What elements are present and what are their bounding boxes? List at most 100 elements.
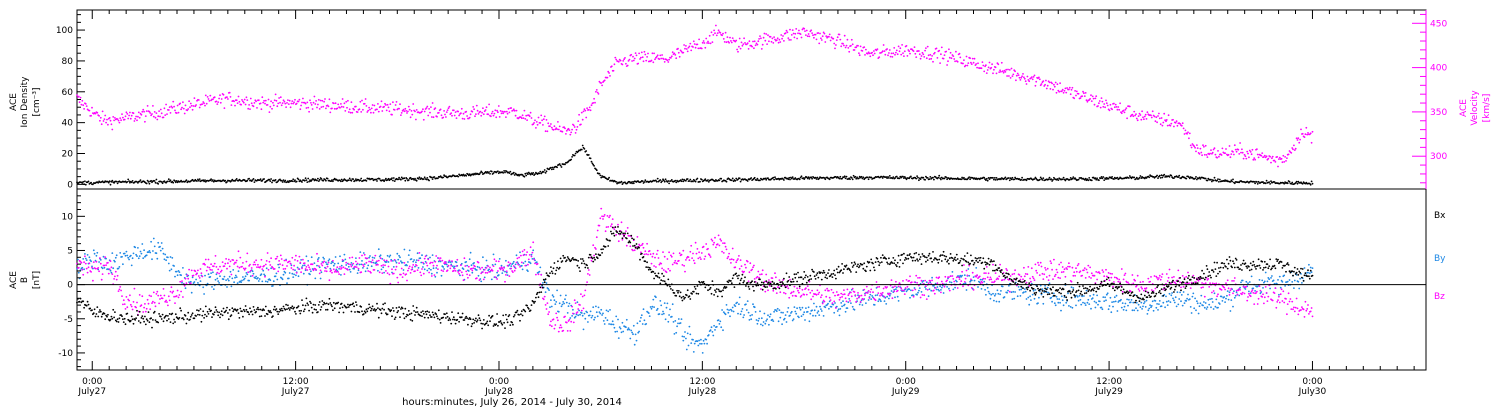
bz-point	[505, 274, 507, 276]
by-point	[679, 322, 682, 324]
by-point	[381, 258, 384, 260]
density-point	[916, 175, 918, 178]
velocity-point	[803, 27, 806, 30]
by-point	[796, 307, 798, 310]
velocity-point	[983, 70, 986, 73]
density-point	[858, 177, 860, 180]
velocity-point	[814, 33, 817, 36]
velocity-point	[455, 117, 458, 119]
bz-point	[629, 245, 632, 248]
bz-point	[266, 252, 269, 254]
density-point	[1148, 176, 1151, 179]
velocity-point	[1099, 106, 1102, 109]
by-point	[1105, 299, 1107, 302]
velocity-point	[782, 35, 784, 37]
bz-point	[381, 272, 384, 274]
density-point	[331, 179, 333, 181]
density-point	[1254, 182, 1256, 185]
bz-point	[557, 319, 559, 322]
velocity-point	[175, 112, 178, 114]
by-point	[140, 252, 143, 255]
bz-point	[461, 274, 464, 277]
velocity-point	[722, 32, 724, 35]
by-point	[227, 279, 230, 282]
velocity-point	[570, 131, 573, 134]
velocity-point	[811, 32, 813, 34]
velocity-point	[249, 97, 252, 100]
velocity-point	[422, 108, 424, 111]
by-point	[188, 281, 191, 283]
density-point	[504, 171, 506, 174]
velocity-point	[540, 114, 543, 117]
velocity-point	[183, 112, 186, 115]
by-point	[184, 287, 187, 290]
bz-point	[386, 272, 389, 274]
velocity-point	[815, 38, 818, 41]
velocity-point	[644, 53, 647, 56]
velocity-point	[328, 98, 331, 101]
bz-point	[454, 270, 457, 272]
velocity-point	[1075, 94, 1077, 97]
velocity-point	[1165, 119, 1168, 121]
velocity-point	[775, 39, 778, 41]
velocity-point	[895, 51, 897, 54]
density-point	[969, 178, 971, 181]
by-point	[210, 272, 213, 274]
by-point	[302, 272, 305, 275]
by-point	[1172, 297, 1174, 300]
velocity-point	[701, 41, 704, 44]
by-point	[1027, 296, 1030, 299]
density-point	[1042, 177, 1045, 180]
by-point	[91, 265, 93, 268]
velocity-point	[144, 115, 147, 117]
velocity-point	[1038, 78, 1041, 81]
by-point	[1096, 294, 1098, 297]
by-point	[119, 252, 122, 254]
by-point	[1014, 291, 1016, 293]
bz-point	[410, 268, 413, 271]
bz-point	[211, 269, 213, 271]
by-point	[90, 260, 92, 263]
velocity-point	[1159, 123, 1162, 126]
bz-point	[463, 257, 466, 260]
velocity-point	[370, 111, 372, 114]
density-point	[303, 179, 306, 182]
density-point	[714, 180, 716, 183]
velocity-point	[659, 54, 662, 57]
by-point	[588, 314, 591, 317]
by-point	[1142, 305, 1144, 308]
bz-point	[665, 271, 668, 274]
velocity-point	[278, 97, 280, 99]
velocity-point	[373, 104, 376, 107]
density-point	[1057, 179, 1060, 182]
bz-point	[658, 263, 661, 266]
velocity-point	[900, 53, 903, 56]
density-point	[1286, 182, 1289, 185]
density-point	[1069, 177, 1072, 179]
velocity-point	[1230, 153, 1233, 156]
velocity-point	[121, 113, 123, 115]
by-point	[563, 302, 565, 305]
velocity-point	[377, 103, 379, 105]
by-point	[669, 308, 671, 311]
by-point	[1132, 301, 1135, 304]
by-point	[145, 254, 148, 257]
bz-point	[683, 264, 685, 267]
by-point	[609, 309, 611, 311]
velocity-point	[883, 50, 886, 52]
velocity-point	[1033, 74, 1036, 77]
by-point	[157, 241, 160, 244]
by-point	[766, 318, 768, 321]
velocity-point	[292, 102, 295, 105]
by-point	[1077, 299, 1080, 302]
by-point	[1194, 297, 1196, 300]
density-point	[291, 180, 294, 183]
density-point	[759, 179, 761, 182]
by-point	[1058, 298, 1061, 300]
velocity-point	[1028, 80, 1031, 83]
density-point	[963, 176, 965, 179]
velocity-point	[817, 32, 820, 34]
bz-point	[245, 260, 248, 263]
bz-point	[654, 256, 656, 259]
velocity-point	[975, 63, 978, 65]
